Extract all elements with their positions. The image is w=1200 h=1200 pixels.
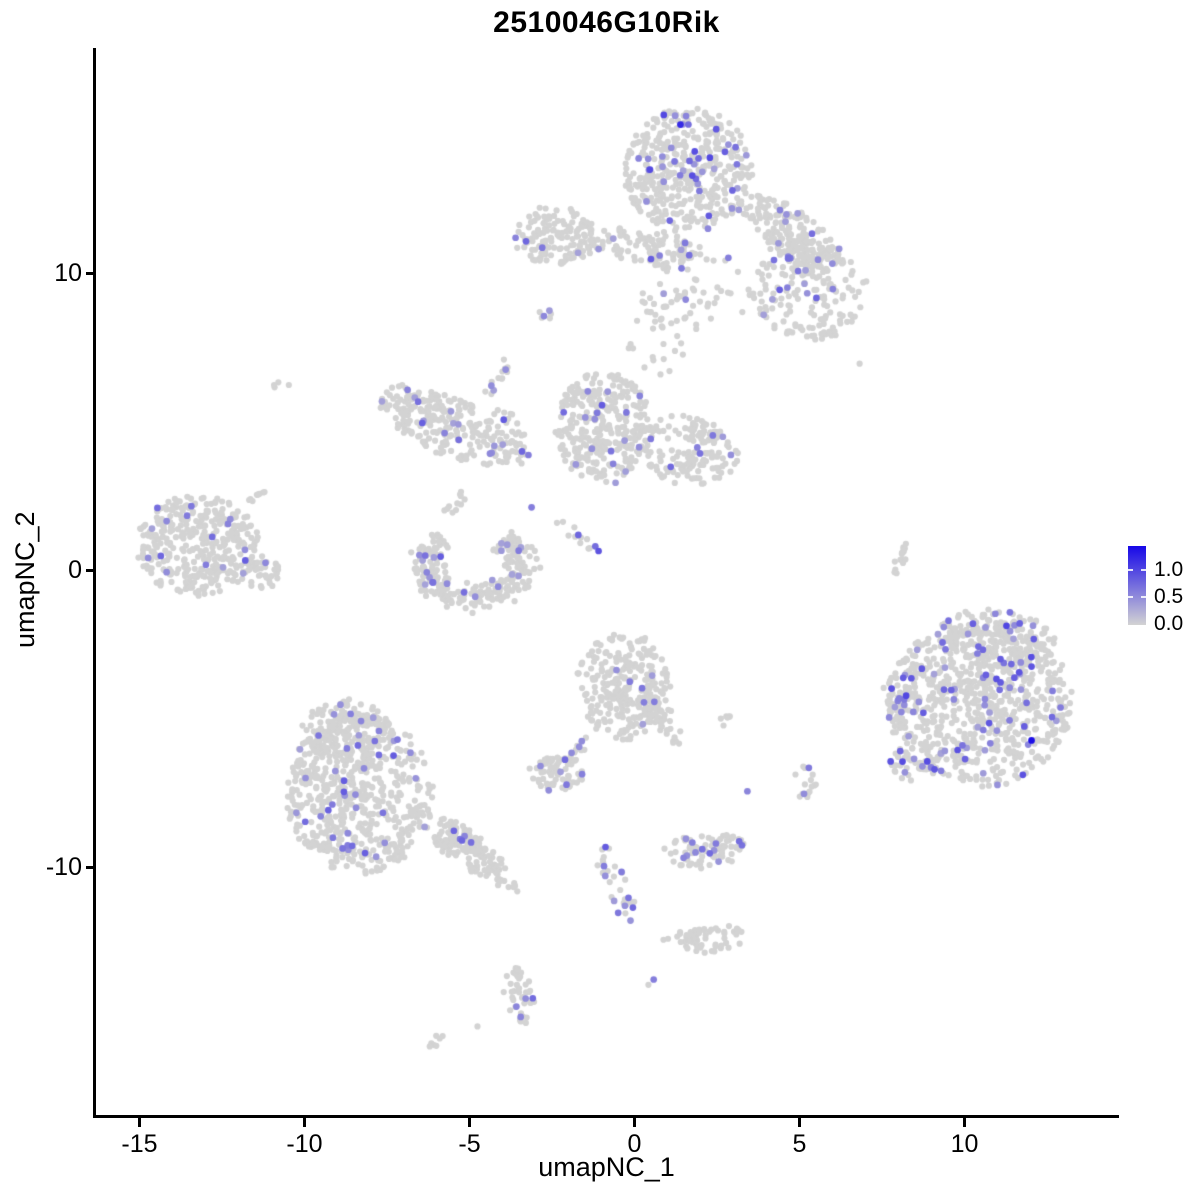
y-tick-label: 10 [54, 259, 82, 287]
colorbar-tick [1141, 569, 1146, 571]
colorbar-tick [1128, 596, 1133, 598]
y-axis-line [93, 48, 96, 1118]
x-tick-label: -15 [121, 1130, 158, 1158]
x-axis-tick [468, 1118, 471, 1127]
y-tick-label: -10 [45, 853, 82, 881]
x-axis-tick [633, 1118, 636, 1127]
x-axis-tick [138, 1118, 141, 1127]
x-tick-label: 10 [950, 1130, 979, 1158]
colorbar-tick [1141, 596, 1146, 598]
x-tick-label: 0 [627, 1130, 642, 1158]
x-axis-tick [798, 1118, 801, 1127]
y-axis-title: umapNC_2 [10, 511, 40, 649]
colorbar-gradient [1128, 546, 1146, 625]
y-axis-tick [86, 568, 95, 572]
x-tick-label: -5 [458, 1130, 481, 1158]
x-tick-label: 5 [792, 1130, 807, 1158]
plot-title: 2510046G10Rik [493, 6, 720, 39]
x-axis-title: umapNC_1 [538, 1152, 675, 1182]
x-axis-line [93, 1115, 1119, 1118]
colorbar-label: 1.0 [1154, 558, 1184, 581]
x-axis-tick [303, 1118, 306, 1127]
colorbar-label: 0.5 [1154, 585, 1184, 608]
y-tick-label: 0 [68, 556, 82, 584]
y-axis-tick [86, 271, 95, 275]
y-axis-tick [86, 865, 95, 869]
colorbar-tick [1128, 569, 1133, 571]
x-tick-label: -10 [286, 1130, 323, 1158]
colorbar-label: 0.0 [1154, 612, 1184, 635]
x-axis-tick [963, 1118, 966, 1127]
